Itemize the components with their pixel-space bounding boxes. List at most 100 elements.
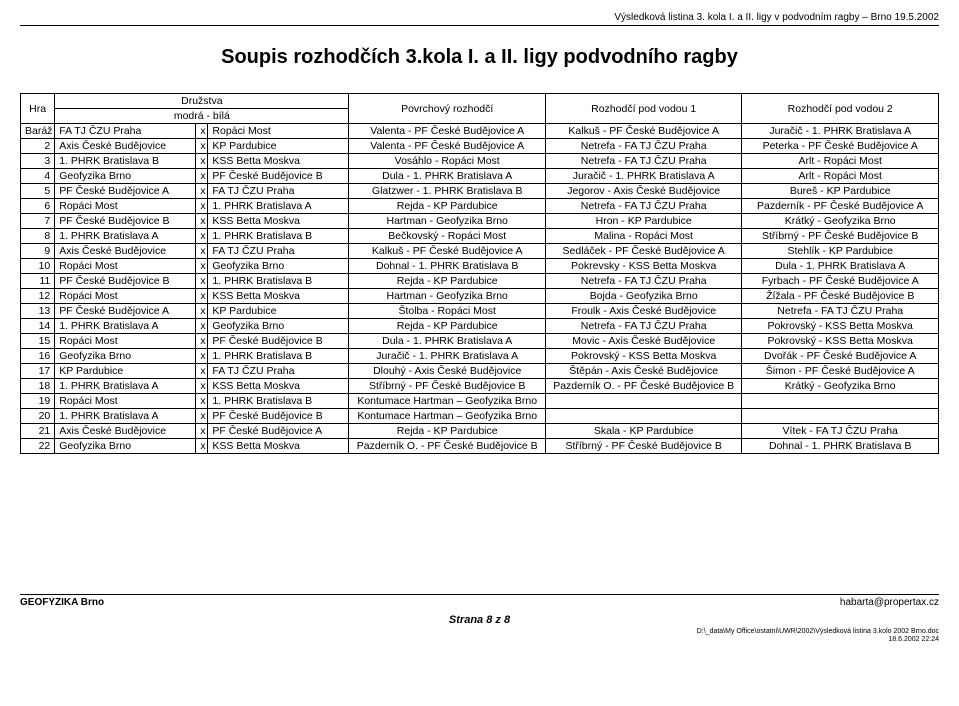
cell-team1: Geofyzika Brno: [55, 439, 196, 454]
cell-hra: Baráž: [21, 124, 55, 139]
table-row: 10Ropáci MostxGeofyzika BrnoDohnal - 1. …: [21, 259, 939, 274]
cell-team2: PF České Budějovice B: [208, 169, 349, 184]
cell-team1: Ropáci Most: [55, 199, 196, 214]
cell-hra: 15: [21, 334, 55, 349]
table-row: 141. PHRK Bratislava AxGeofyzika BrnoRej…: [21, 319, 939, 334]
cell-pod2: Žížala - PF České Budějovice B: [742, 289, 939, 304]
cell-povrch: Rejda - KP Pardubice: [349, 319, 545, 334]
table-row: BarážFA TJ ČZU PrahaxRopáci MostValenta …: [21, 124, 939, 139]
cell-x: x: [196, 124, 208, 139]
table-row: 13PF České Budějovice AxKP PardubiceŠtol…: [21, 304, 939, 319]
cell-pod2: Pokrovský - KSS Betta Moskva: [742, 319, 939, 334]
cell-x: x: [196, 184, 208, 199]
cell-team1: 1. PHRK Bratislava A: [55, 379, 196, 394]
cell-povrch: Stříbrný - PF České Budějovice B: [349, 379, 545, 394]
th-hra: Hra: [21, 94, 55, 124]
cell-hra: 9: [21, 244, 55, 259]
cell-povrch: Rejda - KP Pardubice: [349, 274, 545, 289]
referee-table: Hra Družstva Povrchový rozhodčí Rozhodčí…: [20, 93, 939, 454]
th-druzstva-sub: modrá - bílá: [55, 109, 349, 124]
cell-pod2: Pokrovský - KSS Betta Moskva: [742, 334, 939, 349]
table-row: 7PF České Budějovice BxKSS Betta MoskvaH…: [21, 214, 939, 229]
cell-pod1: Netrefa - FA TJ ČZU Praha: [545, 139, 741, 154]
cell-team2: 1. PHRK Bratislava B: [208, 274, 349, 289]
th-povrch: Povrchový rozhodčí: [349, 94, 545, 124]
th-druzstva: Družstva: [55, 94, 349, 109]
cell-pod2: Dula - 1. PHRK Bratislava A: [742, 259, 939, 274]
cell-x: x: [196, 319, 208, 334]
cell-pod1: Skala - KP Pardubice: [545, 424, 741, 439]
cell-team2: KSS Betta Moskva: [208, 379, 349, 394]
footer-bar: GEOFYZIKA Brno habarta@propertax.cz: [20, 594, 939, 608]
cell-pod1: Movic - Axis České Budějovice: [545, 334, 741, 349]
cell-hra: 4: [21, 169, 55, 184]
cell-team1: PF České Budějovice B: [55, 274, 196, 289]
cell-x: x: [196, 154, 208, 169]
cell-hra: 17: [21, 364, 55, 379]
cell-povrch: Vosáhlo - Ropáci Most: [349, 154, 545, 169]
cell-team2: PF České Budějovice B: [208, 334, 349, 349]
cell-x: x: [196, 139, 208, 154]
cell-x: x: [196, 229, 208, 244]
cell-pod2: Krátký - Geofyzika Brno: [742, 379, 939, 394]
cell-povrch: Pazderník O. - PF České Budějovice B: [349, 439, 545, 454]
cell-x: x: [196, 289, 208, 304]
table-row: 21Axis České BudějovicexPF České Budějov…: [21, 424, 939, 439]
cell-team1: Axis České Budějovice: [55, 139, 196, 154]
cell-povrch: Kontumace Hartman – Geofyzika Brno: [349, 409, 545, 424]
cell-pod1: Pokrevsky - KSS Betta Moskva: [545, 259, 741, 274]
cell-x: x: [196, 364, 208, 379]
cell-x: x: [196, 409, 208, 424]
cell-pod2: Juračič - 1. PHRK Bratislava A: [742, 124, 939, 139]
cell-pod1: Kalkuš - PF České Budějovice A: [545, 124, 741, 139]
cell-pod1: Juračič - 1. PHRK Bratislava A: [545, 169, 741, 184]
cell-povrch: Kontumace Hartman – Geofyzika Brno: [349, 394, 545, 409]
cell-team1: Ropáci Most: [55, 289, 196, 304]
table-row: 12Ropáci MostxKSS Betta MoskvaHartman - …: [21, 289, 939, 304]
cell-pod2: Dvořák - PF České Budějovice A: [742, 349, 939, 364]
cell-pod1: Froulk - Axis České Budějovice: [545, 304, 741, 319]
cell-x: x: [196, 259, 208, 274]
cell-x: x: [196, 379, 208, 394]
cell-pod2: Bureš - KP Pardubice: [742, 184, 939, 199]
cell-pod2: Dohnal - 1. PHRK Bratislava B: [742, 439, 939, 454]
cell-povrch: Hartman - Geofyzika Brno: [349, 289, 545, 304]
cell-pod1: Sedláček - PF České Budějovice A: [545, 244, 741, 259]
footer-page: Strana 8 z 8: [20, 614, 939, 626]
cell-povrch: Kalkuš - PF České Budějovice A: [349, 244, 545, 259]
cell-team2: 1. PHRK Bratislava B: [208, 394, 349, 409]
table-row: 4Geofyzika BrnoxPF České Budějovice BDul…: [21, 169, 939, 184]
cell-pod1: Netrefa - FA TJ ČZU Praha: [545, 199, 741, 214]
table-row: 11PF České Budějovice Bx1. PHRK Bratisla…: [21, 274, 939, 289]
cell-team2: Geofyzika Brno: [208, 259, 349, 274]
table-row: 9Axis České BudějovicexFA TJ ČZU PrahaKa…: [21, 244, 939, 259]
cell-team2: KSS Betta Moskva: [208, 439, 349, 454]
cell-team1: Ropáci Most: [55, 259, 196, 274]
cell-team2: FA TJ ČZU Praha: [208, 244, 349, 259]
cell-x: x: [196, 199, 208, 214]
cell-pod2: [742, 409, 939, 424]
cell-pod1: Netrefa - FA TJ ČZU Praha: [545, 319, 741, 334]
cell-team1: Ropáci Most: [55, 334, 196, 349]
cell-pod2: Peterka - PF České Budějovice A: [742, 139, 939, 154]
table-row: 5PF České Budějovice AxFA TJ ČZU PrahaGl…: [21, 184, 939, 199]
cell-hra: 22: [21, 439, 55, 454]
cell-x: x: [196, 334, 208, 349]
cell-pod1: [545, 394, 741, 409]
cell-pod2: Arlt - Ropáci Most: [742, 169, 939, 184]
table-row: 201. PHRK Bratislava AxPF České Budějovi…: [21, 409, 939, 424]
cell-pod1: Netrefa - FA TJ ČZU Praha: [545, 154, 741, 169]
cell-pod2: Fyrbach - PF České Budějovice A: [742, 274, 939, 289]
cell-team1: 1. PHRK Bratislava A: [55, 319, 196, 334]
table-row: 81. PHRK Bratislava Ax1. PHRK Bratislava…: [21, 229, 939, 244]
cell-pod1: Jegorov - Axis České Budějovice: [545, 184, 741, 199]
cell-povrch: Dohnal - 1. PHRK Bratislava B: [349, 259, 545, 274]
cell-povrch: Rejda - KP Pardubice: [349, 199, 545, 214]
table-row: 2Axis České BudějovicexKP PardubiceValen…: [21, 139, 939, 154]
cell-team1: PF České Budějovice A: [55, 184, 196, 199]
cell-team1: 1. PHRK Bratislava A: [55, 229, 196, 244]
cell-hra: 19: [21, 394, 55, 409]
cell-team1: Axis České Budějovice: [55, 244, 196, 259]
cell-povrch: Juračič - 1. PHRK Bratislava A: [349, 349, 545, 364]
cell-x: x: [196, 274, 208, 289]
